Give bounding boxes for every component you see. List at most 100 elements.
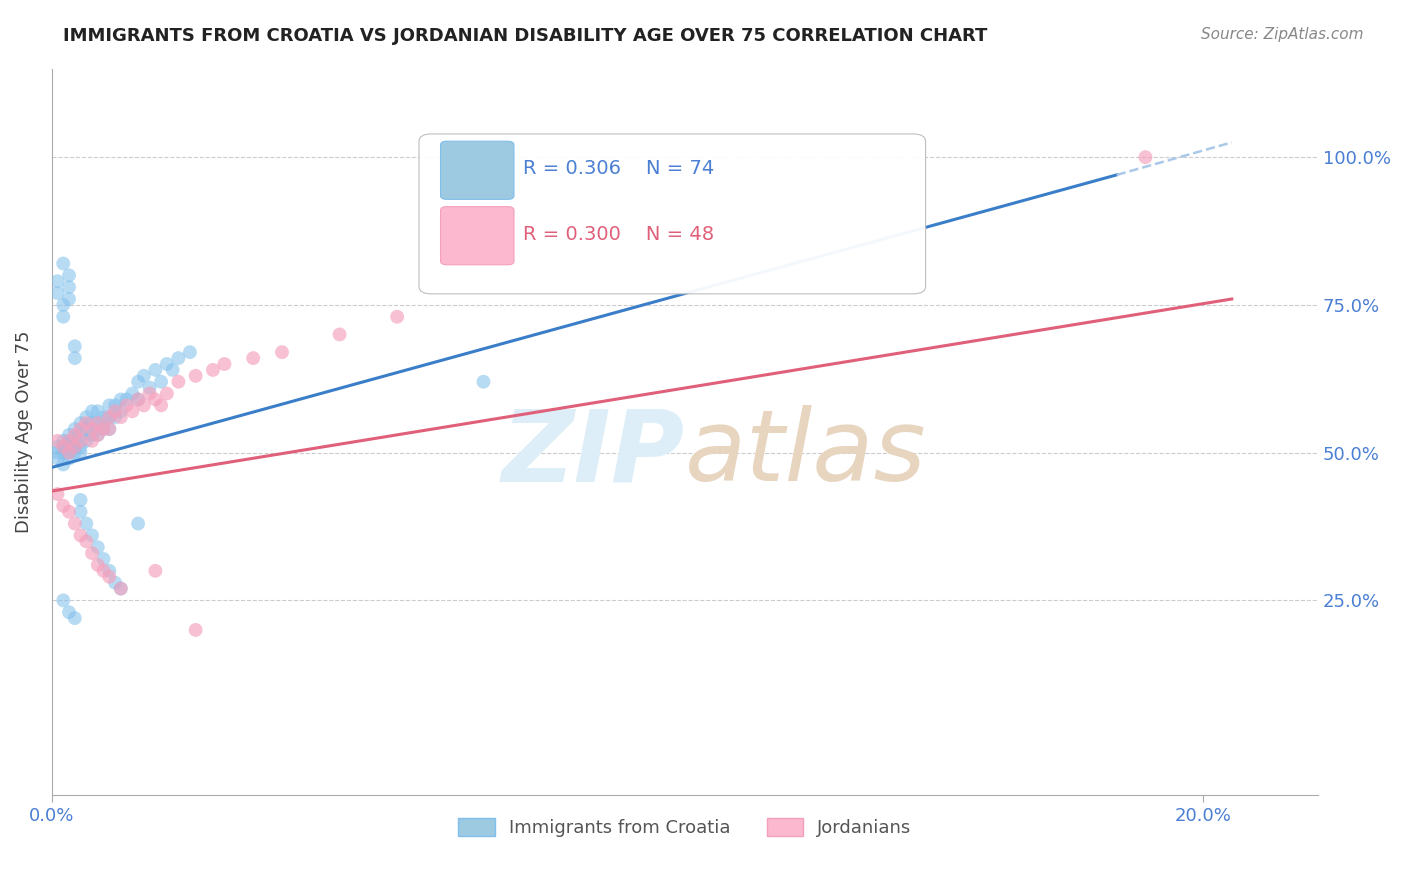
Point bbox=[58, 605, 80, 619]
Point bbox=[104, 404, 127, 418]
Point bbox=[46, 274, 69, 288]
Point bbox=[115, 392, 138, 407]
Y-axis label: Disability Age Over 75: Disability Age Over 75 bbox=[15, 331, 32, 533]
Point bbox=[150, 398, 173, 412]
Point bbox=[201, 363, 224, 377]
Point bbox=[93, 552, 115, 566]
Point bbox=[110, 582, 132, 596]
Text: Source: ZipAtlas.com: Source: ZipAtlas.com bbox=[1201, 27, 1364, 42]
Point bbox=[87, 428, 110, 442]
Point bbox=[87, 558, 110, 572]
Point bbox=[98, 422, 121, 436]
Point bbox=[63, 440, 86, 454]
Point bbox=[63, 351, 86, 365]
Point bbox=[145, 363, 167, 377]
Point bbox=[80, 422, 103, 436]
Point bbox=[46, 434, 69, 448]
Point bbox=[46, 487, 69, 501]
Point bbox=[93, 564, 115, 578]
Point bbox=[69, 416, 91, 430]
Point bbox=[115, 398, 138, 412]
Point bbox=[52, 310, 75, 324]
Point bbox=[63, 611, 86, 625]
Point bbox=[127, 392, 149, 407]
Point bbox=[98, 422, 121, 436]
Point bbox=[132, 368, 155, 383]
Point bbox=[329, 327, 352, 342]
Point bbox=[104, 575, 127, 590]
Point bbox=[52, 593, 75, 607]
Point bbox=[138, 386, 160, 401]
Point bbox=[75, 416, 97, 430]
Point bbox=[63, 422, 86, 436]
Point bbox=[63, 516, 86, 531]
Point bbox=[52, 440, 75, 454]
Point bbox=[110, 410, 132, 425]
Point bbox=[167, 375, 190, 389]
Point bbox=[58, 505, 80, 519]
Point bbox=[98, 570, 121, 584]
Point bbox=[162, 363, 184, 377]
Point bbox=[75, 410, 97, 425]
Text: IMMIGRANTS FROM CROATIA VS JORDANIAN DISABILITY AGE OVER 75 CORRELATION CHART: IMMIGRANTS FROM CROATIA VS JORDANIAN DIS… bbox=[63, 27, 987, 45]
Point bbox=[127, 516, 149, 531]
Point bbox=[472, 375, 495, 389]
Point bbox=[69, 492, 91, 507]
Point bbox=[271, 345, 294, 359]
Point bbox=[98, 398, 121, 412]
Point bbox=[69, 428, 91, 442]
Point bbox=[184, 368, 207, 383]
Point bbox=[132, 398, 155, 412]
Point bbox=[98, 410, 121, 425]
Point bbox=[93, 422, 115, 436]
Point bbox=[58, 428, 80, 442]
Point bbox=[63, 339, 86, 353]
Point bbox=[69, 528, 91, 542]
Point bbox=[75, 434, 97, 448]
Legend: Immigrants from Croatia, Jordanians: Immigrants from Croatia, Jordanians bbox=[451, 811, 918, 845]
FancyBboxPatch shape bbox=[440, 207, 515, 265]
Point bbox=[75, 534, 97, 549]
Point bbox=[58, 280, 80, 294]
Point bbox=[104, 398, 127, 412]
Point bbox=[63, 434, 86, 448]
Point bbox=[69, 422, 91, 436]
Point bbox=[150, 375, 173, 389]
Point bbox=[63, 440, 86, 454]
Point bbox=[214, 357, 236, 371]
Point bbox=[242, 351, 264, 365]
Point bbox=[121, 404, 143, 418]
Point bbox=[46, 451, 69, 466]
Point bbox=[52, 298, 75, 312]
Point bbox=[69, 434, 91, 448]
Point bbox=[93, 410, 115, 425]
Point bbox=[110, 404, 132, 418]
Text: R = 0.300    N = 48: R = 0.300 N = 48 bbox=[523, 225, 714, 244]
Point bbox=[87, 540, 110, 554]
Point bbox=[80, 428, 103, 442]
Point bbox=[145, 564, 167, 578]
Point bbox=[80, 546, 103, 560]
Point bbox=[58, 445, 80, 459]
Text: ZIP: ZIP bbox=[502, 405, 685, 502]
Point bbox=[58, 445, 80, 459]
Point bbox=[58, 440, 80, 454]
Point bbox=[80, 416, 103, 430]
Point bbox=[58, 451, 80, 466]
Point bbox=[98, 564, 121, 578]
Point bbox=[145, 392, 167, 407]
Point bbox=[69, 440, 91, 454]
Point bbox=[75, 516, 97, 531]
Point bbox=[69, 445, 91, 459]
Point bbox=[46, 445, 69, 459]
Point bbox=[156, 357, 179, 371]
Point bbox=[63, 445, 86, 459]
Point bbox=[46, 440, 69, 454]
Point bbox=[80, 434, 103, 448]
Point bbox=[80, 528, 103, 542]
Point bbox=[80, 404, 103, 418]
Point bbox=[179, 345, 201, 359]
Point bbox=[385, 310, 408, 324]
Point bbox=[127, 375, 149, 389]
Text: atlas: atlas bbox=[685, 405, 927, 502]
